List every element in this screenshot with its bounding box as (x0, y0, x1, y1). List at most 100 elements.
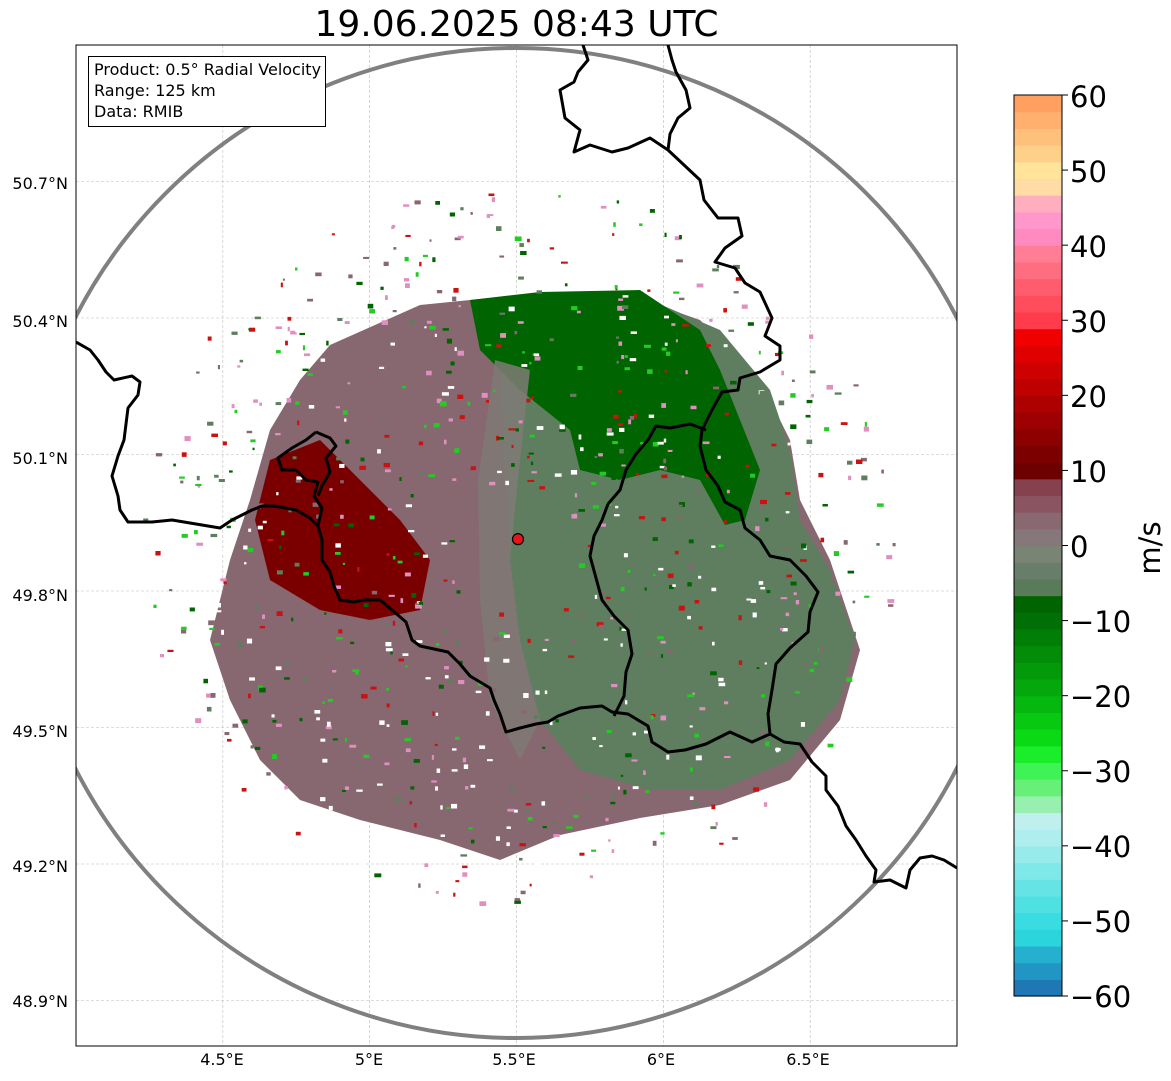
velocity-speckle (830, 576, 834, 582)
velocity-speckle (667, 573, 674, 578)
velocity-speckle (606, 428, 612, 432)
velocity-speckle (577, 613, 585, 616)
colorbar-tick-label: −20 (1070, 680, 1132, 714)
colorbar-segment (1014, 512, 1062, 530)
colorbar-tick-label: 0 (1070, 530, 1089, 564)
velocity-speckle (709, 318, 713, 322)
velocity-speckle (706, 823, 711, 827)
velocity-speckle (759, 504, 763, 509)
velocity-speckle (416, 640, 423, 643)
velocity-speckle (461, 498, 465, 504)
velocity-speckle (720, 503, 725, 507)
colorbar-segment (1014, 245, 1062, 263)
velocity-speckle (613, 222, 616, 227)
velocity-speckle (679, 297, 685, 301)
velocity-speckle (617, 423, 624, 426)
velocity-speckle (447, 679, 454, 683)
velocity-speckle (419, 471, 423, 475)
velocity-speckle (864, 422, 867, 427)
velocity-speckle (385, 648, 393, 652)
velocity-speckle (435, 786, 438, 791)
velocity-speckle (324, 612, 327, 615)
velocity-speckle (673, 291, 680, 294)
velocity-speckle (604, 679, 608, 683)
velocity-speckle (661, 654, 664, 658)
velocity-speckle (471, 839, 475, 844)
velocity-speckle (424, 424, 427, 429)
velocity-speckle (732, 837, 738, 840)
velocity-speckle (254, 746, 261, 750)
velocity-speckle (386, 553, 390, 556)
colorbar-segment (1014, 278, 1062, 296)
velocity-speckle (322, 701, 325, 704)
velocity-speckle (507, 808, 515, 812)
velocity-speckle (689, 715, 694, 718)
velocity-speckle (585, 795, 589, 800)
velocity-speckle (179, 476, 185, 479)
velocity-speckle (847, 570, 855, 574)
velocity-speckle (436, 768, 441, 773)
velocity-speckle (303, 260, 308, 263)
colorbar-segment (1014, 528, 1062, 547)
colorbar-frame (1013, 94, 1063, 997)
velocity-speckle (659, 326, 667, 332)
velocity-speckle (611, 849, 615, 853)
country-borders (76, 45, 957, 890)
velocity-speckle (299, 717, 303, 722)
velocity-speckle (690, 767, 693, 772)
velocity-speckle (605, 333, 608, 339)
colorbar-segment (1014, 912, 1062, 930)
velocity-speckle (458, 305, 461, 308)
velocity-speckle (196, 371, 200, 374)
velocity-speckle (694, 733, 700, 738)
colorbar-segment (1014, 578, 1062, 597)
velocity-speckle (444, 666, 449, 670)
velocity-speckle (488, 193, 495, 197)
velocity-speckle (648, 414, 655, 418)
velocity-speckle (818, 647, 824, 652)
border-france-germany-south (769, 732, 957, 890)
velocity-speckle (404, 256, 409, 262)
velocity-speckle (401, 789, 407, 794)
velocity-speckle (660, 640, 666, 644)
velocity-speckle (620, 774, 624, 777)
velocity-speckle (526, 398, 531, 403)
colorbar-segment (1014, 862, 1062, 880)
velocity-speckle (535, 860, 540, 865)
velocity-speckle (428, 474, 435, 478)
velocity-speckle (612, 414, 619, 419)
velocity-speckle (329, 488, 333, 491)
velocity-speckle (554, 473, 562, 477)
velocity-speckle (435, 712, 439, 716)
velocity-speckle (506, 842, 510, 847)
velocity-speckle (621, 464, 626, 467)
velocity-speckle (519, 857, 523, 861)
velocity-speckle (785, 492, 791, 495)
velocity-speckle (518, 420, 523, 424)
velocity-speckle (601, 591, 606, 594)
colorbar-tick-label: 40 (1070, 230, 1107, 264)
velocity-speckle (465, 786, 469, 790)
velocity-speckle (664, 232, 667, 238)
velocity-speckle (363, 754, 370, 758)
velocity-speckle (443, 579, 448, 582)
colorbar-tick-label: −50 (1070, 905, 1132, 939)
velocity-speckle (465, 189, 469, 193)
border-luxembourg-east (315, 430, 338, 497)
velocity-speckle (452, 580, 455, 584)
colorbar-segment (1014, 478, 1062, 497)
velocity-speckle (813, 662, 818, 665)
velocity-speckle (661, 517, 666, 522)
velocity-speckle (598, 453, 603, 457)
velocity-speckle (529, 883, 532, 887)
velocity-speckle (143, 518, 149, 521)
velocity-speckle (160, 654, 164, 658)
velocity-speckle (416, 601, 421, 605)
velocity-speckle (886, 555, 893, 560)
velocity-speckle (718, 682, 726, 687)
velocity-speckle (418, 602, 423, 606)
velocity-speckle (690, 405, 697, 410)
velocity-speckle (262, 614, 265, 619)
velocity-speckle (519, 243, 524, 247)
velocity-speckle (413, 759, 420, 763)
